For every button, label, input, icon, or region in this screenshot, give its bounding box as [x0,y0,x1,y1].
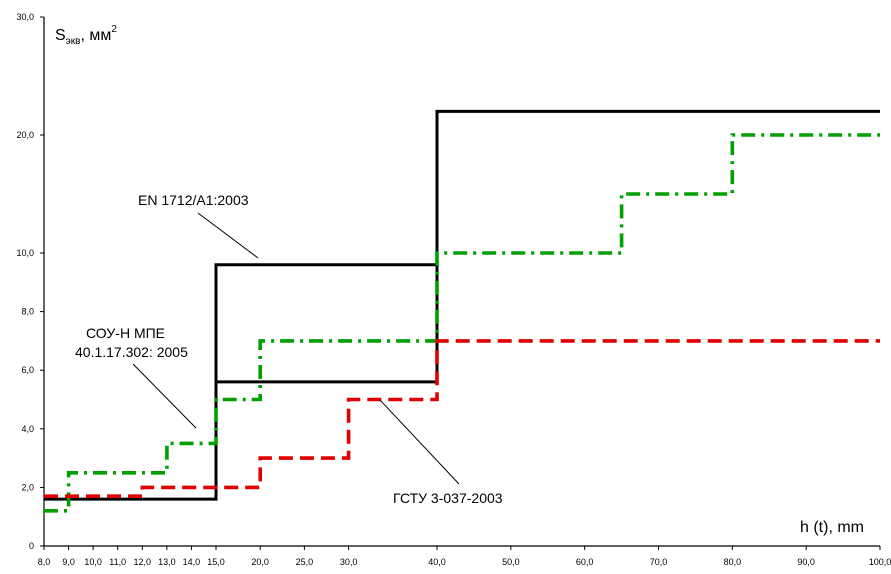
x-tick-label: 80,0 [724,557,742,567]
x-tick-label: 50,0 [502,557,520,567]
series-line-2 [44,133,880,513]
y-tick-label: 20,0 [16,130,34,140]
y-axis-title-sub: экв [66,36,81,47]
x-tick-label: 12,0 [134,557,152,567]
series-layer [44,109,880,513]
y-axis-title-sup: 2 [111,24,117,35]
annotation-sou-line2: 40.1.17.302: 2005 [75,344,188,360]
x-tick-label: 90,0 [797,557,815,567]
x-tick-label: 70,0 [650,557,668,567]
axes [43,17,880,547]
y-tick-label: 10,0 [16,248,34,258]
x-tick-label: 13,0 [158,557,176,567]
y-axis-title-unit: , мм [80,27,111,44]
x-tick-label: 20,0 [251,557,269,567]
annotation-en1712: EN 1712/A1:2003 [138,192,249,208]
annotation-gstu: ГСТУ 3-037-2003 [393,490,503,506]
y-tick-label: 2,0 [21,482,34,492]
x-tick-label: 8,0 [38,557,51,567]
x-tick-label: 14,0 [183,557,201,567]
x-tick-label: 9,0 [62,557,75,567]
ticks-layer: 8,0 9,0 10,0 11,0 12,0 13,0 14,0 15,0 20,0 25,0 30… [16,12,891,567]
x-tick-label: 40,0 [428,557,446,567]
x-tick-label: 30,0 [340,557,358,567]
x-tick-label: 11,0 [109,557,126,567]
x-tick-label: 25,0 [296,557,314,567]
leader-en1712 [197,212,259,259]
y-tick-label: 6,0 [21,365,34,375]
y-axis-title: Sэкв, мм2 [55,24,117,47]
leader-sou [132,363,197,429]
x-tick-label: 15,0 [207,557,225,567]
x-tick-label: 10,0 [84,557,102,567]
series-line-3 [44,339,880,499]
y-axis-title-main: S [55,27,66,44]
y-tick-label: 0 [29,541,34,551]
leader-gstu [379,399,460,485]
y-tick-label: 8,0 [21,307,34,317]
y-tick-label: 30,0 [16,12,34,22]
annotation-sou-line1: СОУ-Н МПЕ [86,325,165,341]
x-tick-label: 60,0 [576,557,594,567]
x-axis-title: h (t), mm [800,519,864,536]
y-tick-label: 4,0 [21,424,34,434]
series-line-1 [216,264,439,384]
x-tick-label: 100,0 [869,557,891,567]
series-line-0 [44,109,880,501]
